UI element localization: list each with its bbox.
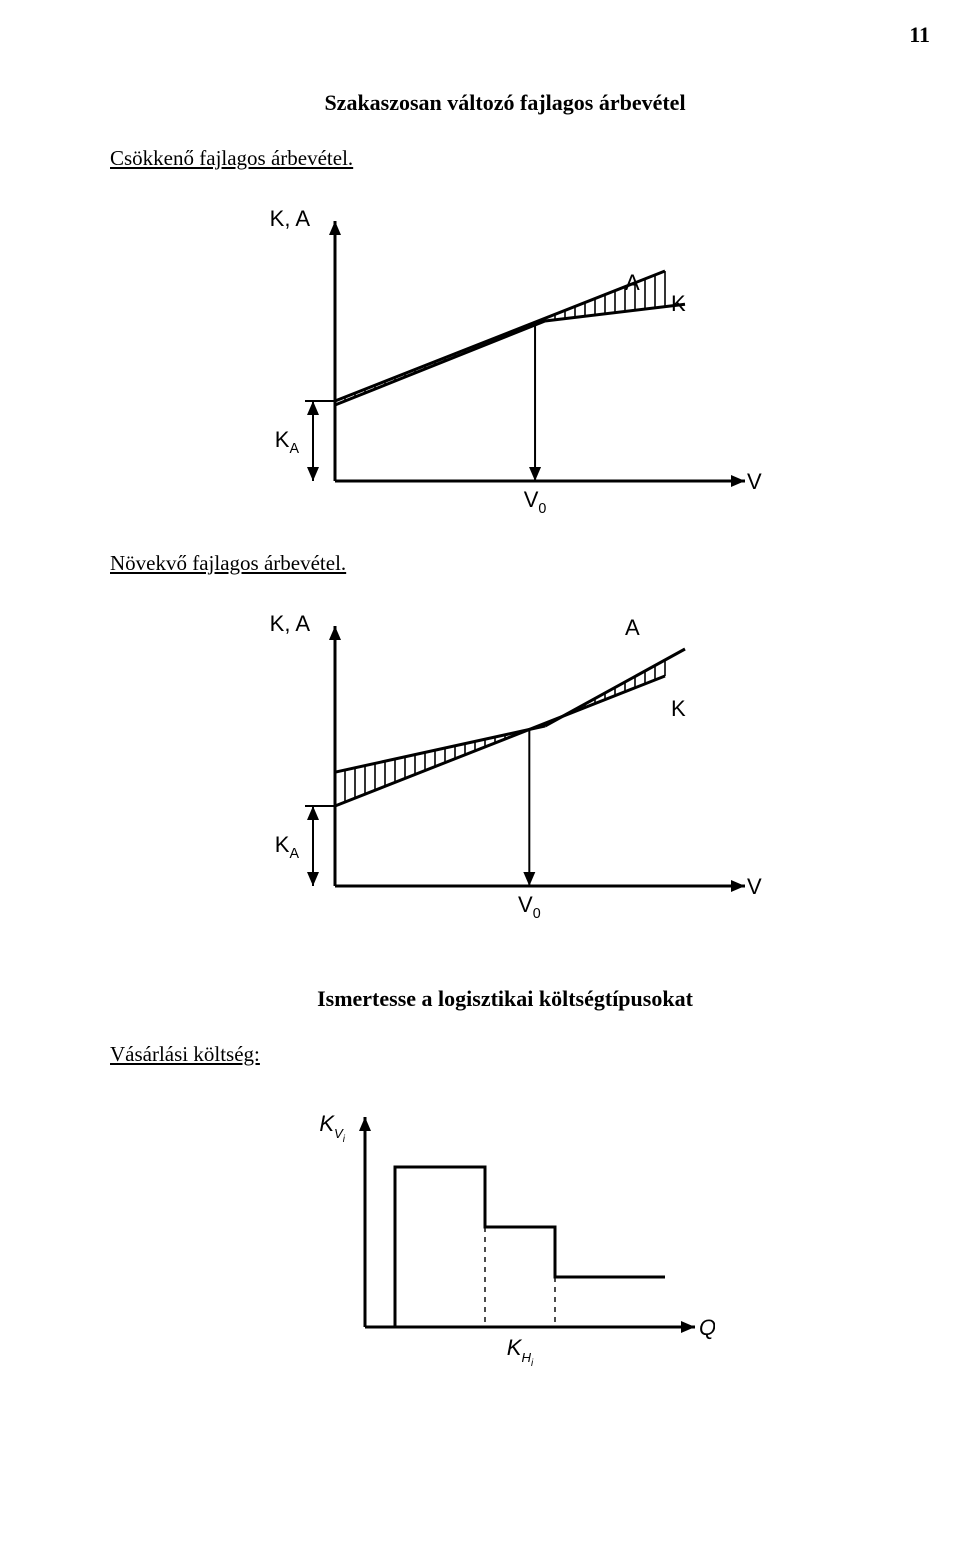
page-number: 11 bbox=[909, 22, 930, 48]
svg-text:K: K bbox=[671, 291, 686, 316]
svg-text:V0: V0 bbox=[518, 892, 541, 922]
chart-2-wrap: K, A V KA V0 A K bbox=[110, 596, 900, 936]
page: 11 Szakaszosan változó fajlagos árbevéte… bbox=[0, 0, 960, 1555]
svg-text:KA: KA bbox=[275, 427, 300, 457]
chart-3-wrap: KVi Qi KHi bbox=[110, 1087, 900, 1367]
chart-3: KVi Qi KHi bbox=[295, 1087, 715, 1367]
subheading-novekvo: Növekvő fajlagos árbevétel. bbox=[110, 551, 900, 576]
section-title-2: Ismertesse a logisztikai költségtípusoka… bbox=[110, 986, 900, 1012]
svg-text:V0: V0 bbox=[524, 487, 547, 517]
subheading-csokkeno: Csökkenő fajlagos árbevétel. bbox=[110, 146, 900, 171]
svg-text:K: K bbox=[671, 696, 686, 721]
chart-1-wrap: K, A V KA V0 A K bbox=[110, 191, 900, 531]
svg-text:KHi: KHi bbox=[507, 1335, 534, 1367]
svg-text:KA: KA bbox=[275, 832, 300, 862]
subheading-vasarlasi: Vásárlási költség: bbox=[110, 1042, 900, 1067]
svg-text:K, A: K, A bbox=[270, 206, 311, 231]
svg-text:A: A bbox=[625, 615, 640, 640]
svg-text:V: V bbox=[747, 874, 762, 899]
svg-text:V: V bbox=[747, 469, 762, 494]
chart-2: K, A V KA V0 A K bbox=[245, 596, 765, 936]
section-title-1: Szakaszosan változó fajlagos árbevétel bbox=[110, 90, 900, 116]
chart-1: K, A V KA V0 A K bbox=[245, 191, 765, 531]
svg-text:K, A: K, A bbox=[270, 611, 311, 636]
svg-text:KVi: KVi bbox=[319, 1111, 345, 1145]
svg-text:Qi: Qi bbox=[699, 1315, 715, 1344]
svg-text:A: A bbox=[625, 270, 640, 295]
